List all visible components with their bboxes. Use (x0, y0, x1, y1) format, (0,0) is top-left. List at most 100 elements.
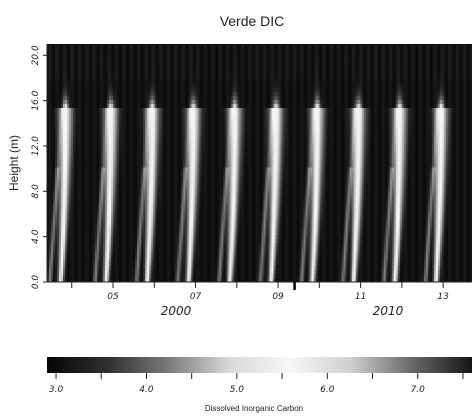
heatmap-cell (207, 79, 210, 85)
heatmap-cell (101, 135, 104, 140)
heatmap-cell (175, 79, 178, 85)
heatmap-cell (191, 190, 194, 196)
heatmap-cell (83, 111, 86, 116)
heatmap-cell (85, 170, 88, 176)
heatmap-cell (67, 210, 70, 216)
heatmap-cell (47, 258, 50, 263)
heatmap-cell (87, 230, 90, 235)
heatmap-cell (145, 79, 148, 85)
heatmap-cell (83, 206, 86, 212)
heatmap-cell (151, 230, 154, 235)
heatmap-cell (195, 155, 198, 160)
heatmap-cell (105, 242, 108, 247)
heatmap-cell (165, 115, 168, 120)
heatmap-cell (85, 242, 88, 247)
heatmap-cell (127, 151, 130, 156)
heatmap-cell (139, 159, 142, 164)
heatmap-cell (145, 95, 148, 101)
heatmap-cell (159, 151, 162, 156)
heatmap-cell (117, 119, 120, 124)
heatmap-cell (81, 51, 84, 57)
heatmap-cell (57, 123, 60, 128)
heatmap-cell (103, 274, 106, 279)
heatmap-cell (107, 242, 110, 247)
heatmap-cell (81, 258, 84, 263)
heatmap-cell (187, 186, 190, 192)
heatmap-cell (127, 238, 130, 243)
heatmap-cell (175, 115, 178, 120)
heatmap-cell (181, 234, 184, 239)
heatmap-cell (129, 99, 132, 105)
heatmap-cell (75, 270, 78, 275)
heatmap-cell (143, 170, 146, 176)
heatmap-cell (77, 246, 80, 251)
heatmap-cell (119, 103, 122, 109)
heatmap-cell (159, 155, 162, 160)
heatmap-cell (73, 198, 76, 204)
heatmap-cell (187, 226, 190, 232)
heatmap-cell (91, 226, 94, 232)
heatmap-cell (145, 202, 148, 208)
heatmap-cell (183, 214, 186, 220)
heatmap-cell (203, 250, 206, 255)
heatmap-cell (103, 139, 106, 144)
heatmap-cell (123, 135, 126, 140)
heatmap-cell (161, 222, 164, 228)
heatmap-cell (53, 55, 56, 61)
heatmap-cell (91, 266, 94, 271)
heatmap-cell (75, 274, 78, 279)
heatmap-cell (107, 123, 110, 128)
heatmap-cell (107, 103, 110, 109)
heatmap-cell (95, 123, 98, 128)
heatmap-cell (129, 87, 132, 93)
heatmap-cell (117, 278, 120, 282)
heatmap-cell (157, 135, 160, 140)
heatmap-cell (61, 143, 64, 148)
heatmap-cell (129, 75, 132, 81)
heatmap-cell (165, 147, 168, 152)
heatmap-cell (89, 270, 92, 275)
heatmap-cell (67, 155, 70, 160)
heatmap-cell (53, 170, 56, 176)
heatmap-cell (63, 47, 66, 53)
heatmap-cell (185, 135, 188, 140)
heatmap-cell (201, 163, 204, 168)
heatmap-cell (59, 71, 62, 77)
heatmap-cell (213, 246, 216, 251)
heatmap-cell (119, 44, 122, 49)
heatmap-cell (149, 44, 152, 49)
heatmap-cell (47, 91, 50, 97)
heatmap-cell (81, 63, 84, 69)
heatmap-cell (71, 198, 74, 204)
heatmap-cell (189, 159, 192, 164)
heatmap-cell (127, 115, 130, 120)
heatmap-cell (105, 59, 108, 65)
heatmap-cell (173, 246, 176, 251)
heatmap-cell (185, 234, 188, 239)
heatmap-cell (149, 218, 152, 224)
heatmap-cell (159, 258, 162, 263)
heatmap-cell (205, 250, 208, 255)
heatmap-cell (55, 91, 58, 97)
heatmap-cell (67, 230, 70, 235)
heatmap-cell (131, 258, 134, 263)
heatmap-cell (177, 155, 180, 160)
heatmap-cell (55, 119, 58, 124)
heatmap-cell (103, 238, 106, 243)
heatmap-cell (75, 182, 78, 188)
heatmap-cell (63, 123, 66, 128)
heatmap-cell (199, 218, 202, 224)
heatmap-cell (199, 155, 202, 160)
heatmap-cell (195, 44, 198, 49)
heatmap-cell (199, 194, 202, 200)
heatmap-cell (53, 266, 56, 271)
heatmap-cell (163, 274, 166, 279)
heatmap-cell (109, 103, 112, 109)
heatmap-cell (143, 266, 146, 271)
heatmap-cell (165, 143, 168, 148)
heatmap-cell (137, 159, 140, 164)
heatmap-cell (51, 163, 54, 168)
heatmap-cell (179, 222, 182, 228)
heatmap-cell (185, 218, 188, 224)
heatmap-cell (181, 95, 184, 101)
